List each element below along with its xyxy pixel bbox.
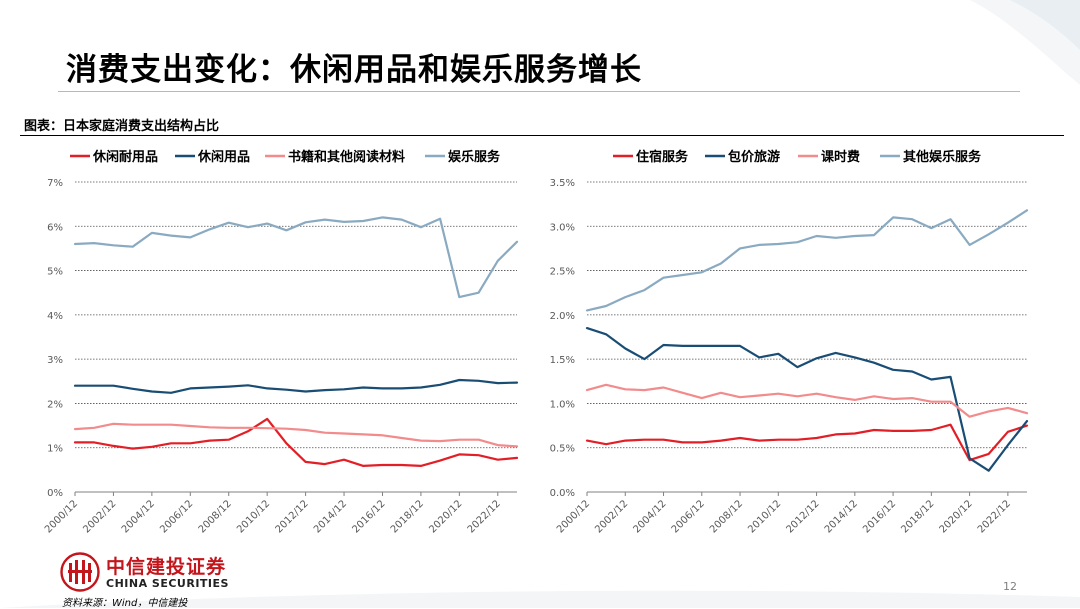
series-line <box>585 423 1029 462</box>
legend-label: 娱乐服务 <box>448 149 501 165</box>
y-tick-label: 6% <box>47 222 63 233</box>
y-tick-label: 0.0% <box>550 488 575 499</box>
x-tick-label: 2016/12 <box>861 498 898 535</box>
x-tick-label: 2014/12 <box>312 498 349 535</box>
legend: 休闲耐用品 休闲用品 书籍和其他阅读材料 娱乐服务 <box>70 149 501 165</box>
title-divider <box>58 91 1020 92</box>
y-tick-label: 1.5% <box>550 355 575 366</box>
y-tick-label: 0% <box>47 488 63 499</box>
legend: 住宿服务 包价旅游 课时费 其他娱乐服务 <box>613 149 982 165</box>
figure-caption: 图表：日本家庭消费支出结构占比 <box>24 119 220 134</box>
y-tick-label: 1.0% <box>550 399 575 410</box>
page-number: 12 <box>1003 580 1017 593</box>
series-line <box>73 378 519 394</box>
x-tick-label: 2006/12 <box>670 498 707 535</box>
plot-series <box>73 216 519 467</box>
y-axis: 0% 1% 2% 3% 4% 5% 6% 7% <box>47 178 63 499</box>
y-axis: 0.0% 0.5% 1.0% 1.5% 2.0% 2.5% 3.0% 3.5% <box>550 178 575 499</box>
series-line <box>73 422 519 448</box>
x-tick-label: 2014/12 <box>823 498 860 535</box>
gridlines <box>587 181 1027 449</box>
x-tick-label: 2008/12 <box>197 498 234 535</box>
y-tick-label: 4% <box>47 311 63 322</box>
series-line <box>73 216 519 299</box>
y-tick-label: 3% <box>47 355 63 366</box>
x-tick-label: 2004/12 <box>631 498 668 535</box>
x-tick-label: 2002/12 <box>81 498 118 535</box>
series-line <box>73 417 519 467</box>
legend-label: 课时费 <box>821 149 860 165</box>
right-line-chart: 住宿服务 包价旅游 课时费 其他娱乐服务 0.0% 0.5% 1.0% 1.5% 2.0% 2.… <box>550 149 1029 535</box>
x-tick-label: 2000/12 <box>43 498 80 535</box>
x-tick-label: 2022/12 <box>466 498 503 535</box>
brand-name-en: CHINA SECURITIES <box>106 577 229 590</box>
legend-label: 住宿服务 <box>636 149 689 165</box>
caption-divider <box>20 135 1064 136</box>
x-tick-label: 2020/12 <box>938 498 975 535</box>
x-tick-label: 2010/12 <box>235 498 272 535</box>
x-tick-label: 2000/12 <box>555 498 592 535</box>
x-tick-label: 2022/12 <box>976 498 1013 535</box>
y-tick-label: 3.0% <box>550 222 575 233</box>
x-tick-label: 2012/12 <box>274 498 311 535</box>
x-tick-label: 2018/12 <box>389 498 426 535</box>
x-tick-label: 2020/12 <box>427 498 464 535</box>
x-tick-label: 2018/12 <box>899 498 936 535</box>
x-tick-label: 2012/12 <box>785 498 822 535</box>
y-tick-label: 2.5% <box>550 267 575 278</box>
corner-decoration <box>970 0 1080 85</box>
x-tick-label: 2008/12 <box>708 498 745 535</box>
y-tick-label: 3.5% <box>550 178 575 189</box>
y-tick-label: 2% <box>47 399 63 410</box>
y-tick-label: 2.0% <box>550 311 575 322</box>
x-tick-label: 2004/12 <box>120 498 157 535</box>
x-tick-label: 2010/12 <box>746 498 783 535</box>
x-axis: 2000/12 2002/12 2004/12 2006/12 2008/12 2010/… <box>555 491 1027 535</box>
legend-label: 其他娱乐服务 <box>903 149 982 165</box>
footer-wave-decoration <box>0 590 1080 608</box>
series-line <box>585 383 1029 418</box>
brand-name-cn: 中信建投证券 <box>106 556 227 578</box>
legend-label: 书籍和其他阅读材料 <box>288 149 405 165</box>
legend-label: 休闲耐用品 <box>92 149 158 165</box>
y-tick-label: 7% <box>47 178 63 189</box>
series-line <box>585 209 1029 312</box>
x-tick-label: 2006/12 <box>158 498 195 535</box>
x-tick-label: 2002/12 <box>593 498 630 535</box>
x-axis: 2000/12 2002/12 2004/12 2006/12 2008/12 2010/… <box>43 491 517 535</box>
legend-label: 休闲用品 <box>197 149 250 165</box>
series-line <box>585 327 1029 472</box>
page-title: 消费支出变化：休闲用品和娱乐服务增长 <box>66 52 642 88</box>
x-tick-label: 2016/12 <box>350 498 387 535</box>
company-logo-icon <box>60 552 100 592</box>
y-tick-label: 0.5% <box>550 444 575 455</box>
y-tick-label: 5% <box>47 267 63 278</box>
gridlines <box>75 181 517 449</box>
data-source: 资料来源：Wind，中信建投 <box>62 598 188 609</box>
plot-series <box>585 209 1029 472</box>
y-tick-label: 1% <box>47 444 63 455</box>
legend-label: 包价旅游 <box>728 149 780 165</box>
left-line-chart: 休闲耐用品 休闲用品 书籍和其他阅读材料 娱乐服务 0%1%2%3%4%5%6%7% … <box>43 149 519 535</box>
